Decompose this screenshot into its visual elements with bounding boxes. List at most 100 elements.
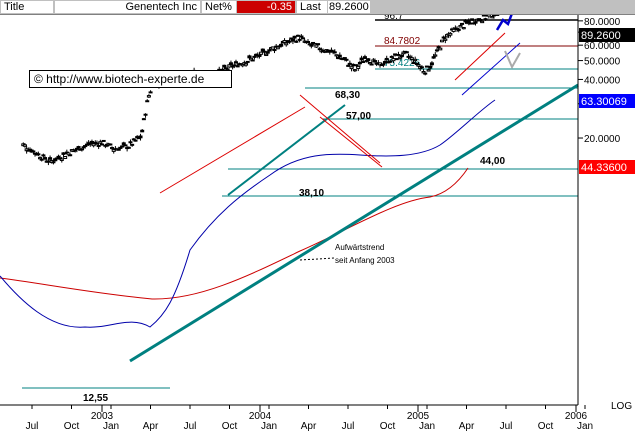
candle-body (39, 158, 44, 161)
candle-body (259, 51, 264, 55)
candle-body (346, 64, 351, 67)
candle-body (448, 32, 453, 36)
x-tick-label: Oct (222, 421, 238, 432)
candle-body (120, 145, 125, 148)
candle-body (478, 18, 483, 22)
recent-channel-blue (461, 42, 521, 96)
candle-body (388, 60, 393, 63)
candle-body (372, 60, 377, 63)
candle-body (257, 54, 262, 57)
y-tick-label: 60.0000 (584, 41, 621, 52)
annot-68: 68,30 (335, 90, 360, 101)
candle-body (391, 58, 396, 62)
candle-body (96, 145, 101, 148)
candle-body (314, 44, 319, 48)
x-tick-label: Jan (419, 421, 435, 432)
candle-body (41, 154, 46, 157)
candle-body (490, 16, 495, 19)
candle-body (130, 143, 135, 146)
x-tick-label: Oct (380, 421, 396, 432)
x-tick-label: Jan (261, 421, 277, 432)
candle-body (235, 65, 240, 68)
candle-body (279, 43, 284, 47)
candle-body (148, 91, 153, 94)
candle-body (394, 58, 399, 61)
candle-body (393, 53, 398, 56)
candle-body (416, 64, 421, 67)
candle-body (443, 38, 448, 41)
candle-body (354, 64, 359, 67)
forecast-arrow-down (504, 50, 521, 70)
candle-body (110, 147, 115, 150)
candle-body (265, 51, 270, 54)
candle-body (486, 15, 491, 17)
candle-body (439, 39, 444, 43)
candle-body (337, 54, 342, 58)
level-75-label: 75.4226 (384, 58, 421, 69)
candle-body (384, 57, 389, 60)
candle-body (272, 49, 277, 52)
price-tag-box (579, 94, 635, 108)
y-tick-label: 80.0000 (584, 17, 621, 28)
candle-body (262, 50, 267, 53)
price-tag-label: 89.2600 (581, 30, 621, 42)
candle-body (299, 35, 304, 38)
candle-body (118, 146, 123, 149)
candle-body (473, 21, 478, 24)
candle-body (383, 60, 388, 64)
candle-body (83, 145, 88, 148)
candle-body (429, 62, 434, 66)
x-tick-label: Jul (500, 421, 513, 432)
y-tick-label: 40.0000 (584, 75, 621, 86)
candle-body (145, 100, 150, 103)
long-uptrend-line (129, 83, 579, 363)
candle-body (61, 152, 66, 155)
candle-body (436, 46, 441, 49)
candle-body (297, 38, 302, 41)
candle-body (347, 62, 352, 65)
candle-body (128, 141, 133, 144)
candle-body (366, 58, 371, 62)
candle-body (100, 143, 104, 146)
price-tag-label: 63.30069 (581, 96, 627, 108)
candle-body (22, 144, 27, 147)
channel-top-red (159, 106, 306, 194)
candle-body (369, 63, 374, 66)
x-tick-label: Oct (538, 421, 554, 432)
candle-body (438, 47, 443, 51)
candle-body (140, 129, 145, 133)
candle-body (295, 34, 300, 37)
trend-callout-line (299, 257, 336, 261)
candle-body (51, 161, 56, 164)
candle-body (289, 37, 294, 40)
candle-body (481, 15, 486, 17)
ma200-line (0, 167, 469, 300)
candle-body (470, 18, 475, 21)
candle-body (290, 38, 295, 42)
candle-body (344, 58, 349, 61)
x-tick-label: Jan (103, 421, 119, 432)
candle-body (91, 143, 96, 147)
candle-body (63, 156, 68, 159)
x-tick-label: Jul (342, 421, 355, 432)
candle-body (46, 160, 51, 163)
recent-channel-red (454, 32, 506, 81)
year-label: 2004 (249, 411, 272, 422)
candle-body (362, 56, 367, 59)
candle-body (89, 140, 94, 145)
candle-body (284, 42, 289, 46)
candle-body (458, 25, 463, 28)
annot-44: 44,00 (480, 156, 505, 167)
candle-body (396, 54, 401, 57)
candle-body (431, 56, 436, 59)
annot-57: 57,00 (346, 111, 371, 122)
candle-body (233, 61, 238, 64)
candle-body (68, 154, 73, 157)
down-channel-red (299, 94, 381, 164)
candle-body (287, 40, 292, 43)
candle-body (79, 148, 84, 151)
down-channel-red-lower (319, 116, 383, 168)
candle-body (306, 40, 311, 43)
candle-body (359, 57, 364, 61)
candle-body (247, 55, 252, 59)
